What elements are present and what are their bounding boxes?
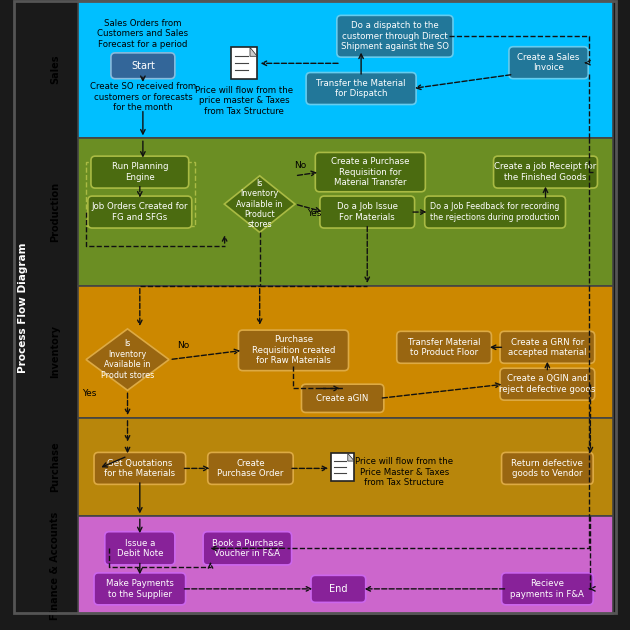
Text: Price will flow from the
price master & Taxes
from Tax Structure: Price will flow from the price master & …: [195, 86, 294, 116]
FancyBboxPatch shape: [315, 152, 425, 192]
FancyBboxPatch shape: [203, 532, 292, 565]
Text: Purchase: Purchase: [50, 442, 60, 493]
FancyBboxPatch shape: [331, 454, 354, 481]
Text: Create SO received from
customers or forecasts
for the month: Create SO received from customers or for…: [89, 83, 196, 112]
Text: Create a GRN for
accepted material: Create a GRN for accepted material: [508, 338, 587, 357]
Polygon shape: [224, 176, 295, 232]
Text: No: No: [294, 161, 306, 170]
FancyBboxPatch shape: [501, 452, 593, 484]
Text: Job Orders Created for
FG and SFGs: Job Orders Created for FG and SFGs: [91, 202, 188, 222]
FancyBboxPatch shape: [311, 575, 365, 602]
Text: Create a Sales
Invoice: Create a Sales Invoice: [517, 53, 580, 72]
FancyBboxPatch shape: [397, 331, 491, 364]
FancyBboxPatch shape: [78, 0, 613, 139]
Text: Yes: Yes: [307, 209, 321, 218]
Text: Recieve
payments in F&A: Recieve payments in F&A: [510, 579, 584, 598]
FancyBboxPatch shape: [337, 15, 453, 57]
Text: Do a dispatch to the
customer through Direct
Shipment against the SO: Do a dispatch to the customer through Di…: [341, 21, 449, 51]
Text: Price will flow from the
Price Master & Taxes
from Tax Structure: Price will flow from the Price Master & …: [355, 457, 453, 487]
Text: Issue a
Debit Note: Issue a Debit Note: [117, 539, 163, 558]
FancyBboxPatch shape: [500, 368, 595, 400]
FancyBboxPatch shape: [501, 573, 593, 605]
Text: Create a QGIN and
reject defective goods: Create a QGIN and reject defective goods: [499, 374, 595, 394]
Text: Create
Purchase Order: Create Purchase Order: [217, 459, 284, 478]
FancyBboxPatch shape: [306, 72, 416, 105]
Text: Purchase
Requisition created
for Raw Materials: Purchase Requisition created for Raw Mat…: [252, 335, 335, 365]
FancyBboxPatch shape: [509, 47, 588, 79]
FancyBboxPatch shape: [78, 286, 613, 418]
FancyBboxPatch shape: [208, 452, 293, 484]
FancyBboxPatch shape: [493, 156, 597, 188]
Text: No: No: [177, 341, 189, 350]
FancyBboxPatch shape: [500, 331, 595, 364]
FancyBboxPatch shape: [111, 53, 175, 79]
Text: Finance & Accounts: Finance & Accounts: [50, 512, 60, 620]
FancyBboxPatch shape: [239, 330, 348, 370]
Text: Process Flow Diagram: Process Flow Diagram: [18, 242, 28, 372]
Text: Inventory: Inventory: [50, 326, 60, 379]
Text: Create aGIN: Create aGIN: [316, 394, 369, 403]
Text: Production: Production: [50, 182, 60, 242]
FancyBboxPatch shape: [425, 196, 566, 228]
Text: Book a Purchase
Voucher in F&A: Book a Purchase Voucher in F&A: [212, 539, 283, 558]
FancyBboxPatch shape: [94, 573, 186, 605]
Text: Make Payments
to the Supplier: Make Payments to the Supplier: [106, 579, 174, 598]
Text: Is
Inventory
Available in
Produt stores: Is Inventory Available in Produt stores: [101, 340, 154, 380]
Text: Sales Orders from
Customers and Sales
Forecast for a period: Sales Orders from Customers and Sales Fo…: [97, 19, 188, 49]
Text: Do a Job Issue
For Materials: Do a Job Issue For Materials: [337, 202, 398, 222]
FancyBboxPatch shape: [78, 418, 613, 517]
Polygon shape: [348, 454, 354, 461]
FancyBboxPatch shape: [88, 196, 192, 228]
Text: Get Quotations
for the Materials: Get Quotations for the Materials: [104, 459, 175, 478]
Text: Yes: Yes: [83, 389, 97, 398]
FancyBboxPatch shape: [302, 384, 384, 413]
Text: Sales: Sales: [50, 54, 60, 84]
Polygon shape: [86, 329, 169, 391]
Text: Create a job Receipt for
the Finished Goods: Create a job Receipt for the Finished Go…: [495, 163, 597, 182]
FancyBboxPatch shape: [231, 47, 257, 79]
Text: Transfer the Material
for Dispatch: Transfer the Material for Dispatch: [316, 79, 406, 98]
FancyBboxPatch shape: [78, 517, 613, 615]
Text: Start: Start: [131, 60, 155, 71]
Text: Run Planning
Engine: Run Planning Engine: [112, 163, 168, 182]
FancyBboxPatch shape: [320, 196, 415, 228]
Text: End: End: [329, 584, 348, 594]
Text: Transfer Material
to Product Floor: Transfer Material to Product Floor: [408, 338, 480, 357]
FancyBboxPatch shape: [105, 532, 175, 565]
FancyBboxPatch shape: [94, 452, 186, 484]
Text: Is
Inventory
Available in
Product
stores: Is Inventory Available in Product stores: [236, 179, 283, 229]
Text: Return defective
goods to Vendor: Return defective goods to Vendor: [512, 459, 583, 478]
Polygon shape: [250, 47, 257, 56]
FancyBboxPatch shape: [78, 139, 613, 286]
FancyBboxPatch shape: [91, 156, 188, 188]
Text: Do a Job Feedback for recording
the rejections during production: Do a Job Feedback for recording the reje…: [430, 202, 560, 222]
Text: Create a Purchase
Requisition for
Material Transfer: Create a Purchase Requisition for Materi…: [331, 158, 410, 187]
